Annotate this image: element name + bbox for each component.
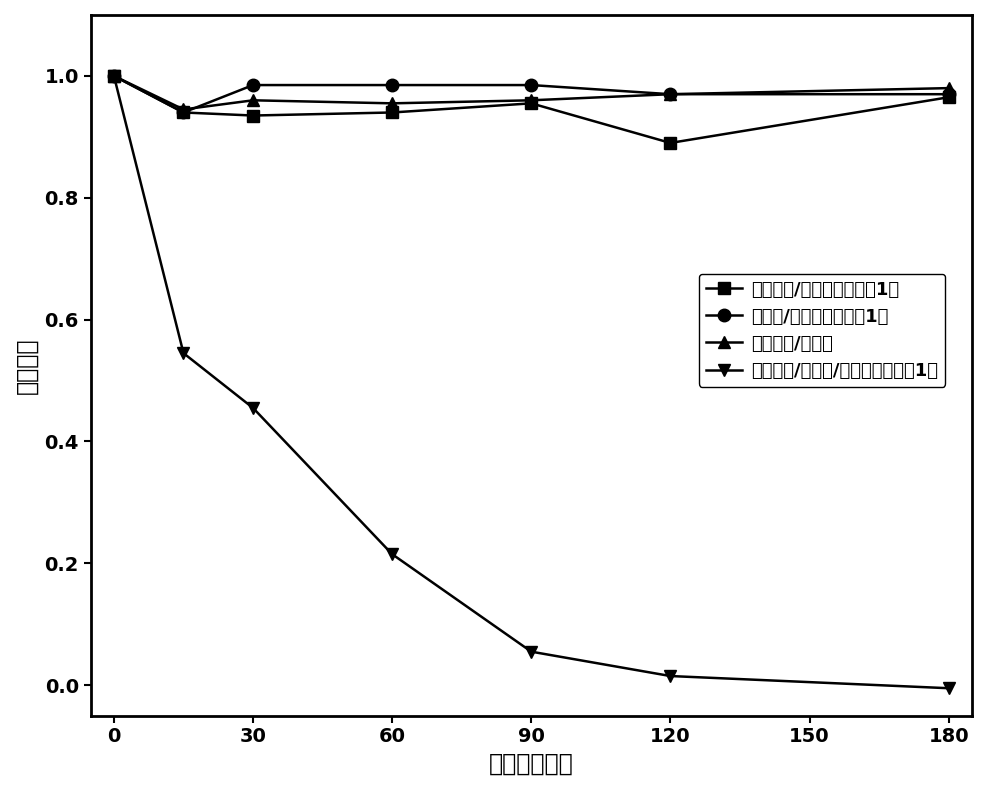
双氧水/天然铁锰氧化物1号 bbox=[246, 81, 258, 90]
过碳酸盐/天然铁锰氧化物1号 bbox=[664, 138, 675, 148]
过碳酸盐/双氧水/天然铁锰氧化物1号 bbox=[525, 647, 536, 657]
过碳酸盐/天然铁锰氧化物1号 bbox=[107, 71, 119, 81]
过碳酸盐/双氧水 bbox=[107, 71, 119, 81]
过碳酸盐/双氧水/天然铁锰氧化物1号 bbox=[107, 71, 119, 81]
过碳酸盐/双氧水/天然铁锰氧化物1号 bbox=[246, 403, 258, 413]
Line: 过碳酸盐/双氧水: 过碳酸盐/双氧水 bbox=[107, 70, 953, 115]
过碳酸盐/双氧水 bbox=[246, 96, 258, 105]
双氧水/天然铁锰氧化物1号 bbox=[107, 71, 119, 81]
过碳酸盐/天然铁锰氧化物1号 bbox=[386, 108, 397, 117]
过碳酸盐/双氧水/天然铁锰氧化物1号 bbox=[664, 672, 675, 681]
Legend: 过碳酸盐/天然铁锰氧化物1号, 双氧水/天然铁锰氧化物1号, 过碳酸盐/双氧水, 过碳酸盐/双氧水/天然铁锰氧化物1号: 过碳酸盐/天然铁锰氧化物1号, 双氧水/天然铁锰氧化物1号, 过碳酸盐/双氧水,… bbox=[698, 274, 945, 387]
双氧水/天然铁锰氧化物1号 bbox=[177, 108, 189, 117]
过碳酸盐/双氧水 bbox=[942, 83, 953, 93]
X-axis label: 时间（分钟）: 时间（分钟） bbox=[488, 752, 573, 776]
双氧水/天然铁锰氧化物1号 bbox=[386, 81, 397, 90]
过碳酸盐/天然铁锰氧化物1号 bbox=[525, 99, 536, 108]
过碳酸盐/天然铁锰氧化物1号 bbox=[177, 108, 189, 117]
Line: 双氧水/天然铁锰氧化物1号: 双氧水/天然铁锰氧化物1号 bbox=[107, 70, 953, 119]
过碳酸盐/双氧水 bbox=[386, 99, 397, 108]
Y-axis label: 浓度变化: 浓度变化 bbox=[15, 337, 39, 394]
双氧水/天然铁锰氧化物1号 bbox=[942, 89, 953, 99]
双氧水/天然铁锰氧化物1号 bbox=[525, 81, 536, 90]
过碳酸盐/天然铁锰氧化物1号 bbox=[246, 111, 258, 120]
过碳酸盐/天然铁锰氧化物1号 bbox=[942, 93, 953, 102]
过碳酸盐/双氧水 bbox=[664, 89, 675, 99]
Line: 过碳酸盐/天然铁锰氧化物1号: 过碳酸盐/天然铁锰氧化物1号 bbox=[107, 70, 953, 149]
过碳酸盐/双氧水/天然铁锰氧化物1号 bbox=[386, 550, 397, 559]
过碳酸盐/双氧水 bbox=[525, 96, 536, 105]
过碳酸盐/双氧水/天然铁锰氧化物1号 bbox=[177, 348, 189, 358]
Line: 过碳酸盐/双氧水/天然铁锰氧化物1号: 过碳酸盐/双氧水/天然铁锰氧化物1号 bbox=[107, 70, 953, 694]
过碳酸盐/双氧水/天然铁锰氧化物1号 bbox=[942, 683, 953, 693]
过碳酸盐/双氧水 bbox=[177, 104, 189, 114]
双氧水/天然铁锰氧化物1号 bbox=[664, 89, 675, 99]
